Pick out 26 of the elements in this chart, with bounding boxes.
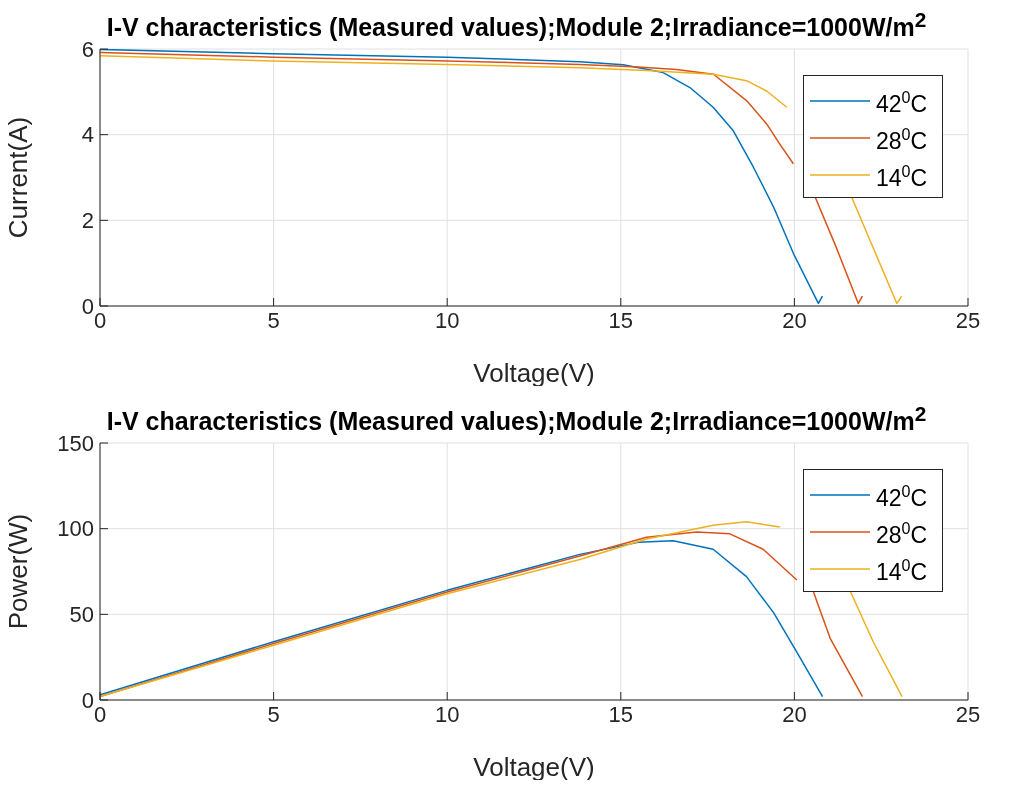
chart-title: I-V characteristics (Measured values);Module 2;Irradiance=1000W/m$^{2}$ [106, 8, 927, 42]
x-tick-label: 20 [782, 307, 807, 333]
x-tick-label: 25 [955, 701, 981, 727]
y-tick-label: 4 [81, 122, 94, 148]
x-tick-label: 25 [955, 307, 981, 333]
x-tick-label: 5 [267, 307, 280, 333]
x-tick-label: 10 [434, 307, 460, 333]
legend-label: 28$^{0}$C [876, 124, 928, 154]
legend-label: 42$^{0}$C [876, 481, 928, 511]
chart-title: I-V characteristics (Measured values);Module 2;Irradiance=1000W/m$^{2}$ [106, 402, 927, 436]
x-tick-label: 15 [608, 307, 634, 333]
legend-label: 14$^{0}$C [876, 161, 928, 191]
x-tick-label: 15 [608, 701, 634, 727]
x-tick-label: 20 [782, 701, 807, 727]
legend-label: 42$^{0}$C [876, 87, 928, 117]
y-tick-label: 50 [69, 602, 94, 628]
y-tick-label: 2 [81, 208, 94, 234]
y-axis-title: Power(W) [3, 513, 34, 630]
legend-label: 14$^{0}$C [876, 555, 928, 585]
y-axis-title: Current(A) [3, 116, 34, 239]
legend-label: 28$^{0}$C [876, 518, 928, 548]
y-tick-label: 6 [81, 36, 94, 62]
x-tick-label: 10 [434, 701, 460, 727]
x-tick-label: 5 [267, 701, 280, 727]
y-tick-label: 150 [57, 430, 94, 456]
y-tick-label: 100 [57, 516, 94, 542]
